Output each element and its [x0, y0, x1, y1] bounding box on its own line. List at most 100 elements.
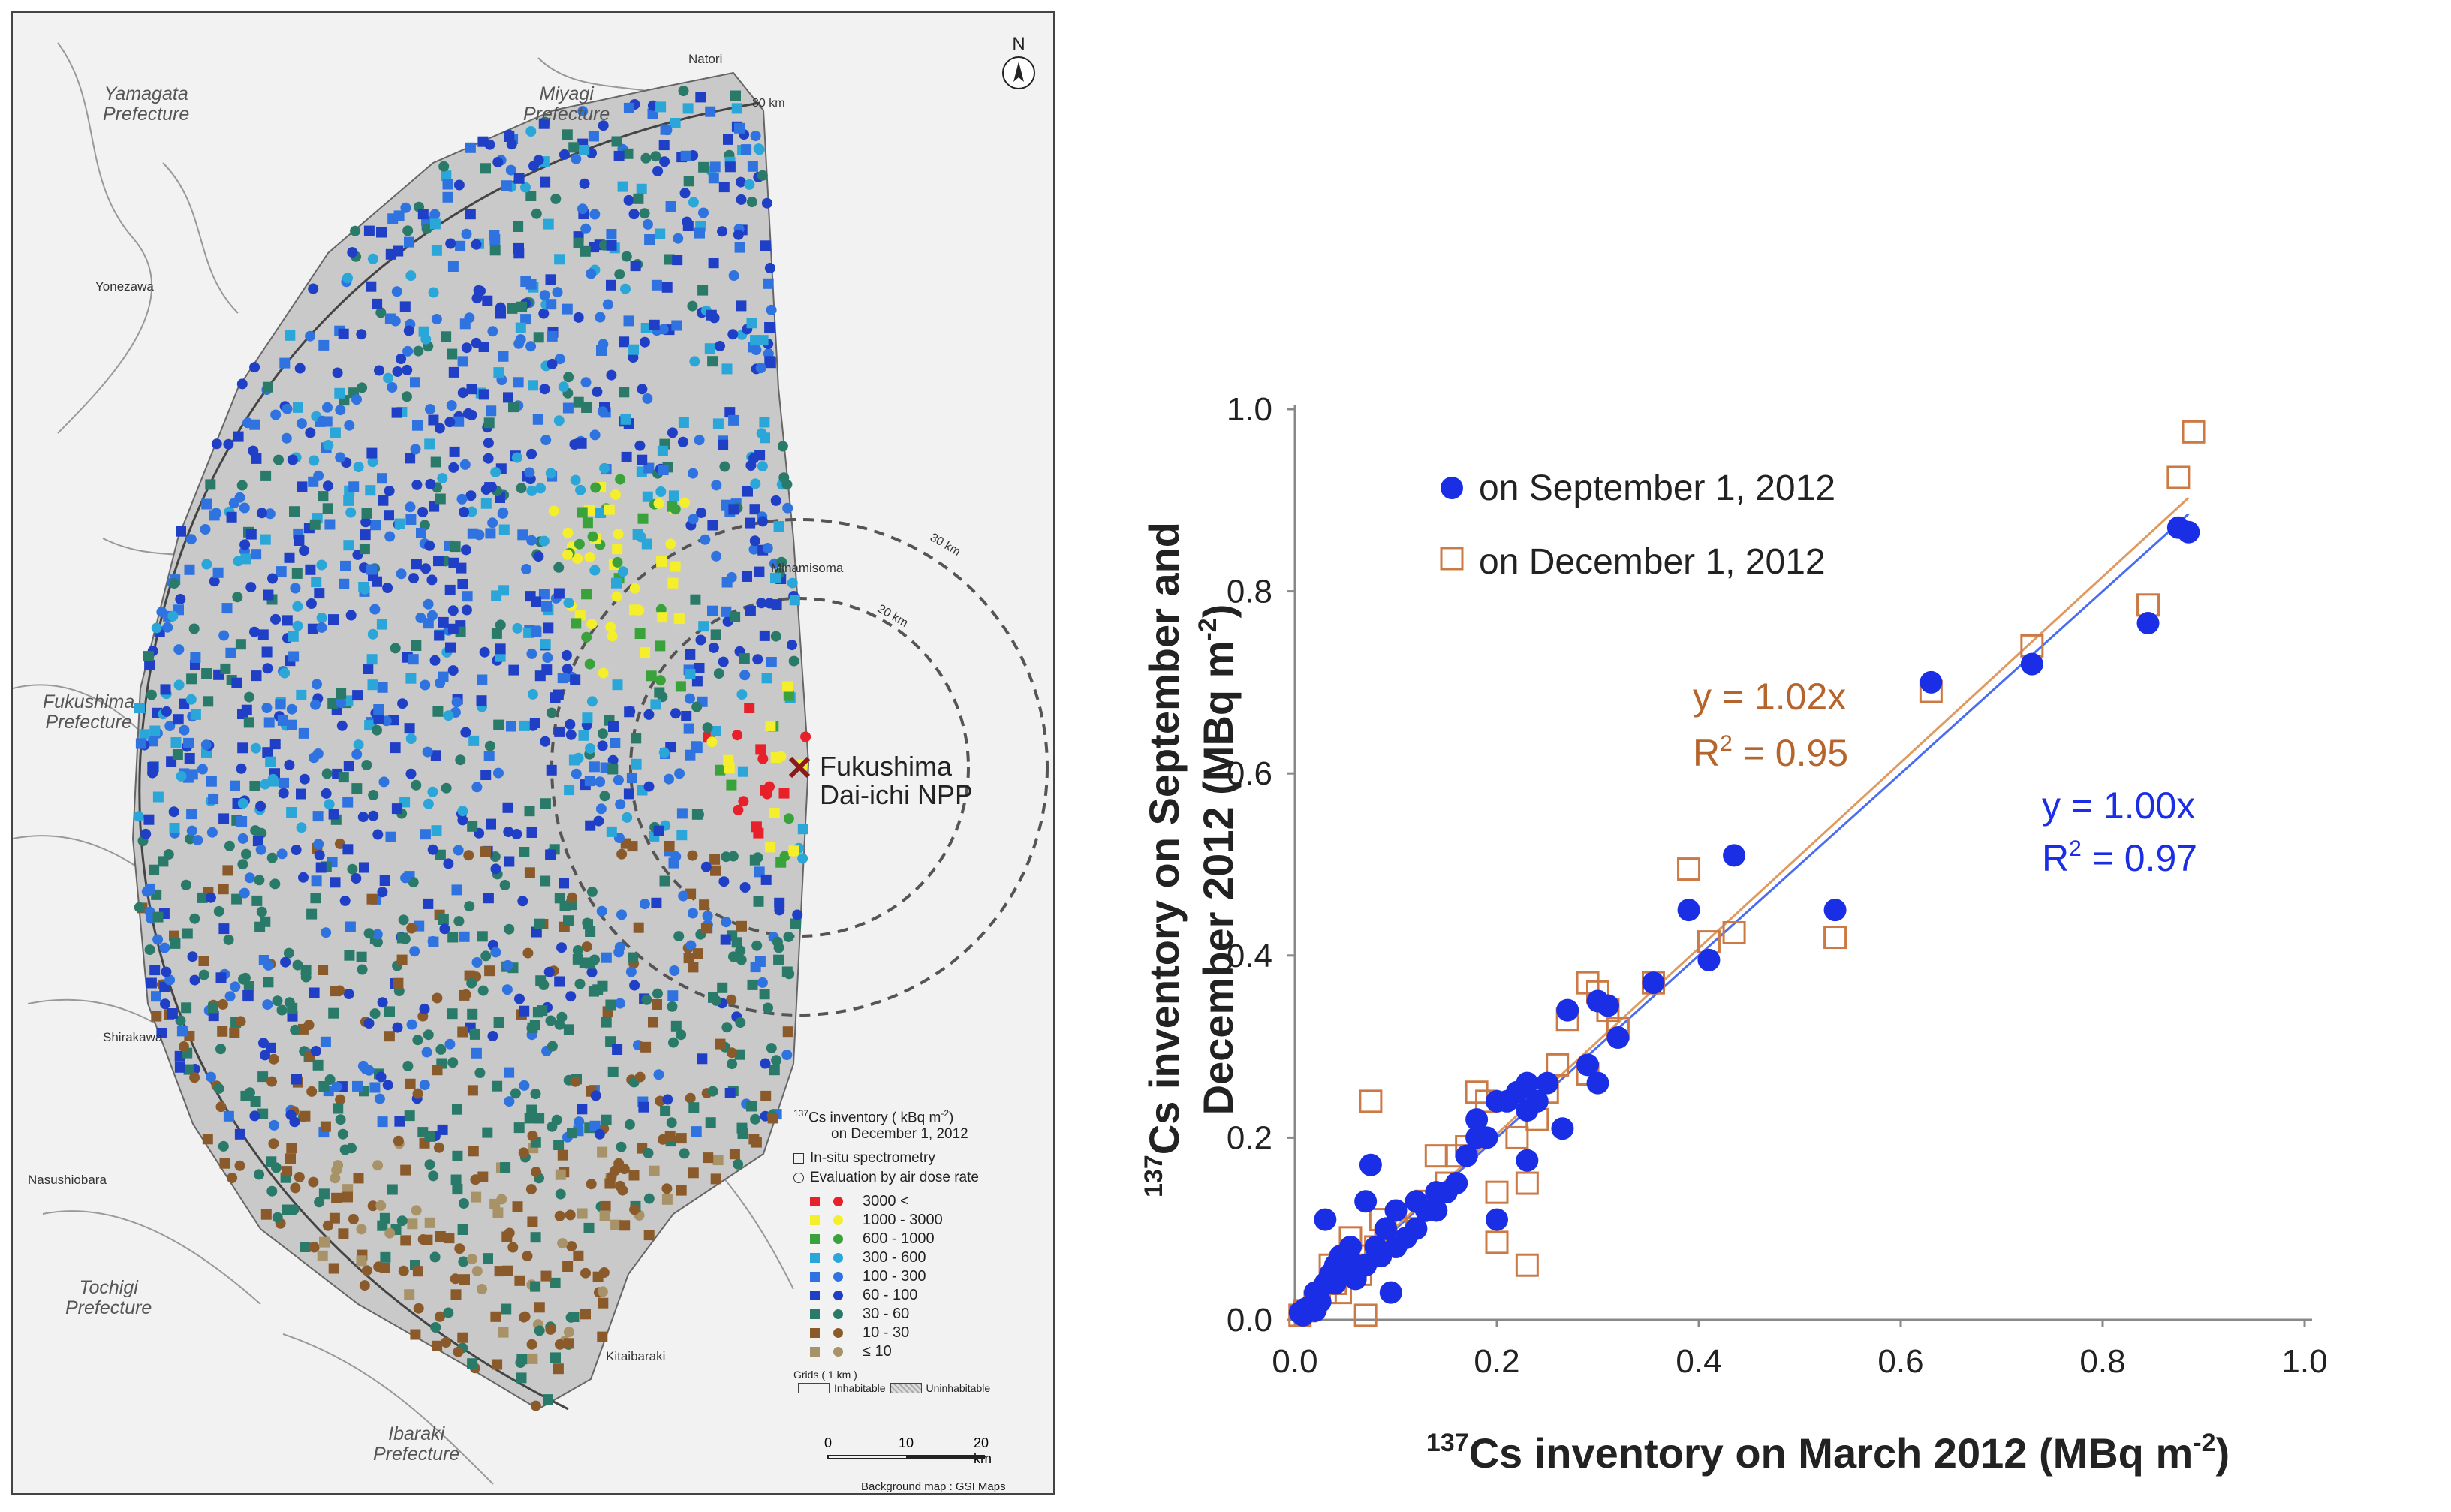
map-point-circle: [160, 998, 170, 1010]
point-september: [1379, 1281, 1402, 1304]
map-point-square: [504, 856, 515, 867]
map-point-circle: [375, 307, 387, 318]
map-point-circle: [189, 1072, 200, 1083]
map-point-circle: [738, 796, 749, 807]
map-point-square: [394, 1116, 405, 1127]
map-point-square: [789, 595, 800, 606]
map-point-circle: [750, 1113, 761, 1125]
map-point-square: [728, 504, 739, 515]
map-point-square: [538, 589, 550, 600]
map-point-square: [229, 1027, 240, 1038]
map-point-circle: [413, 345, 424, 357]
map-point-square: [562, 303, 573, 315]
legend-class-circle-icon: [833, 1215, 843, 1226]
map-point-circle: [596, 905, 607, 917]
map-point-square: [289, 506, 300, 517]
map-point-circle: [306, 1086, 318, 1097]
map-point-square: [513, 1122, 525, 1134]
y-axis-label-line1: 137Cs inventory on September and: [1140, 522, 1188, 1197]
fit-eq-dec: y = 1.02x: [1693, 676, 1846, 718]
square-symbol-icon: [793, 1153, 804, 1164]
label-yamagata: Yamagata Prefecture: [103, 83, 190, 125]
map-point-square: [230, 780, 240, 791]
map-point-square: [589, 1120, 601, 1131]
map-point-square: [423, 618, 434, 629]
map-point-square: [478, 389, 489, 400]
map-point-square: [338, 772, 349, 783]
map-point-circle: [678, 86, 689, 97]
map-point-square: [396, 954, 408, 965]
map-point-square: [495, 308, 506, 319]
point-september: [1536, 1071, 1559, 1095]
fit-r2-sep-sup: 2: [2069, 836, 2082, 861]
legend-in-situ-label: In-situ spectrometry: [810, 1150, 935, 1167]
map-point-square: [512, 1201, 523, 1212]
map-point-square: [718, 439, 729, 450]
map-point-square: [606, 229, 617, 239]
point-september: [1344, 1267, 1367, 1291]
map-point-square: [534, 1302, 545, 1313]
map-point-square: [611, 136, 622, 147]
map-point-square: [775, 857, 787, 868]
map-point-circle: [321, 768, 333, 779]
map-point-circle: [308, 283, 319, 294]
map-point-circle: [757, 170, 768, 181]
map-point-circle: [384, 1227, 396, 1239]
map-point-square: [530, 1281, 541, 1292]
map-point-circle: [403, 325, 414, 336]
map-point-square: [330, 427, 341, 438]
map-point-circle: [606, 369, 617, 381]
map-point-square: [673, 613, 685, 625]
map-point-square: [517, 529, 528, 541]
map-point-square: [428, 936, 439, 947]
map-point-circle: [429, 1251, 441, 1263]
map-point-square: [320, 1036, 331, 1047]
point-december: [1465, 1080, 1489, 1104]
map-point-circle: [570, 474, 581, 486]
map-point-square: [721, 577, 733, 588]
scatter-chart: 0.0 0.2 0.4 0.6 0.8 1.00.00.20.40.60.81.0 on …: [1140, 391, 2328, 1477]
legend-class-square-icon: [810, 1272, 820, 1282]
map-point-circle: [643, 1148, 654, 1158]
map-point-circle: [554, 1339, 565, 1350]
map-point-square: [595, 508, 607, 518]
map-point-square: [328, 1263, 339, 1274]
map-point-circle: [526, 485, 537, 496]
map-point-square: [251, 895, 263, 906]
map-point-square: [447, 932, 459, 943]
map-point-square: [707, 356, 718, 367]
point-december: [1485, 1180, 1509, 1204]
map-point-square: [731, 103, 742, 114]
map-point-square: [498, 351, 509, 362]
map-point-square: [623, 102, 634, 113]
map-point-circle: [732, 730, 743, 741]
map-point-circle: [306, 598, 317, 609]
map-point-circle: [538, 535, 550, 547]
map-point-square: [664, 254, 675, 265]
map-point-square: [604, 504, 615, 515]
map-point-circle: [571, 768, 582, 779]
map-point-square: [553, 1140, 565, 1150]
map-point-circle: [445, 238, 456, 249]
chart-points: [1288, 420, 2206, 1327]
map-point-square: [391, 803, 402, 815]
map-point-square: [462, 591, 473, 602]
map-point-square: [221, 603, 233, 614]
map-point-square: [751, 821, 762, 833]
map-point-circle: [621, 251, 632, 262]
map-point-square: [223, 1110, 234, 1122]
map-point-circle: [461, 544, 471, 556]
map-point-square: [260, 470, 272, 481]
map-point-circle: [610, 1165, 621, 1176]
map-point-circle: [721, 1022, 733, 1033]
map-point-circle: [453, 1346, 464, 1357]
background-map-credit: Background map : GSI Maps: [861, 1480, 1006, 1493]
map-point-circle: [662, 1094, 673, 1105]
map-point-square: [688, 1167, 699, 1179]
map-point-square: [363, 664, 374, 674]
map-point-square: [482, 1127, 493, 1138]
map-point-circle: [215, 1101, 227, 1113]
legend-class-row: 100 - 300: [793, 1267, 1049, 1286]
map-point-circle: [572, 553, 583, 565]
point-december: [1677, 857, 1701, 881]
